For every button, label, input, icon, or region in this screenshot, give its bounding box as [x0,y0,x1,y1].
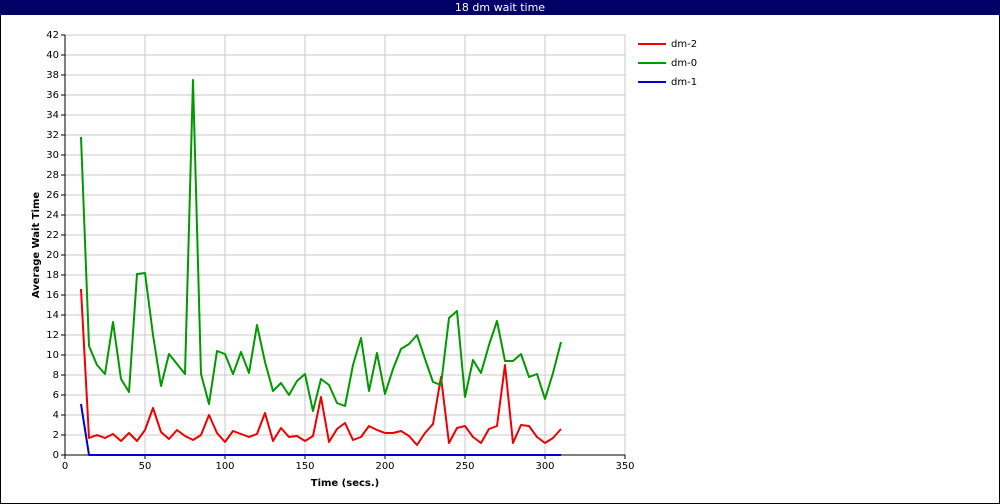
y-tick-label: 6 [53,390,59,401]
y-tick-label: 34 [46,110,59,121]
x-tick-label: 100 [215,461,234,472]
legend-label: dm-2 [671,39,697,50]
series-line [80,79,562,412]
x-tick-label: 300 [535,461,554,472]
chart-title: 18 dm wait time [455,1,545,14]
y-tick-label: 16 [46,290,59,301]
legend-label: dm-0 [671,58,697,69]
y-tick-label: 0 [53,450,59,461]
series-line [80,403,561,456]
y-tick-label: 8 [53,370,59,381]
legend-label: dm-1 [671,77,697,88]
x-tick-label: 50 [139,461,152,472]
y-tick-label: 24 [46,210,59,221]
x-tick-label: 200 [375,461,394,472]
y-tick-label: 4 [53,410,59,421]
y-tick-label: 38 [46,70,59,81]
y-tick-label: 26 [46,190,59,201]
y-tick-label: 22 [46,230,59,241]
y-tick-label: 2 [53,430,59,441]
y-axis-label: Average Wait Time [31,192,42,299]
y-tick-label: 28 [46,170,59,181]
y-tick-label: 40 [46,50,59,61]
y-tick-label: 12 [46,330,59,341]
y-tick-label: 36 [46,90,59,101]
x-tick-label: 0 [62,461,68,472]
title-bar [0,0,1000,15]
y-tick-label: 14 [46,310,59,321]
y-tick-label: 42 [46,30,59,41]
x-tick-label: 150 [295,461,314,472]
x-tick-label: 250 [455,461,474,472]
y-tick-label: 32 [46,130,59,141]
plot-area [65,35,625,455]
y-tick-label: 30 [46,150,59,161]
x-axis-label: Time (secs.) [311,478,380,489]
x-tick-label: 350 [615,461,634,472]
y-tick-label: 18 [46,270,59,281]
y-tick-label: 10 [46,350,59,361]
series-line [80,288,562,446]
y-tick-label: 20 [46,250,59,261]
